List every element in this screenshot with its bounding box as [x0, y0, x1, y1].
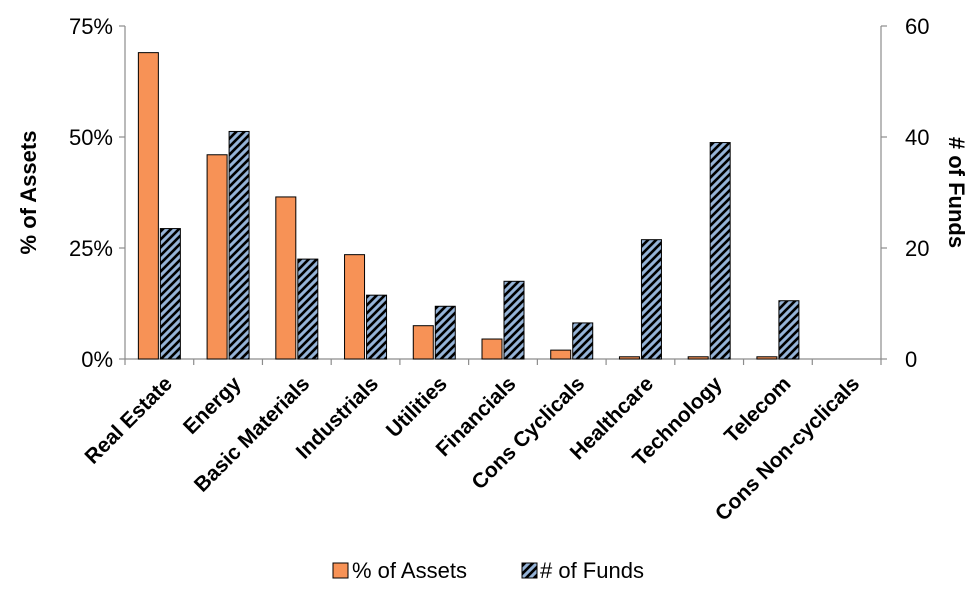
y-axis-title: % of Assets	[16, 131, 41, 255]
bar-funds	[709, 142, 731, 360]
legend-label-funds: # of Funds	[540, 558, 644, 583]
category-label: Real Estate	[81, 372, 177, 468]
right-tick-label: 20	[905, 236, 929, 261]
bar-assets	[275, 196, 297, 360]
bar-funds	[778, 300, 800, 360]
bar-funds	[640, 239, 662, 360]
bar-assets	[481, 338, 503, 360]
legend-label-assets: % of Assets	[352, 558, 467, 583]
category-label: Utilities	[382, 372, 452, 442]
bar-assets	[412, 325, 434, 360]
left-tick-label: 25%	[69, 236, 113, 261]
bar-assets	[206, 154, 228, 360]
axes: 0% 25% 50% 75% 0 20 40 60	[69, 14, 930, 372]
bar-assets	[756, 356, 778, 360]
category-label: Energy	[179, 372, 246, 439]
bar-funds	[503, 280, 525, 360]
legend-swatch-funds	[521, 562, 538, 579]
legend-swatch-assets	[332, 562, 349, 579]
labels: % of Assets # of Funds Real Estate EnergyBa…	[16, 131, 969, 526]
bar-funds	[572, 322, 594, 360]
bar-assets	[550, 349, 572, 360]
bar-assets	[618, 356, 640, 360]
category-label: Basic Materials	[190, 372, 314, 496]
bar-funds	[228, 130, 250, 360]
left-tick-label: 50%	[69, 125, 113, 150]
legend: % of Assets # of Funds	[332, 558, 644, 583]
bar-funds	[366, 294, 388, 360]
right-tick-label: 60	[905, 14, 929, 39]
left-tick-label: 75%	[69, 14, 113, 39]
bar-assets	[344, 254, 366, 360]
bar-assets	[687, 356, 709, 360]
right-tick-label: 40	[905, 125, 929, 150]
bars	[137, 52, 800, 360]
bar-funds	[434, 305, 456, 360]
right-tick-label: 0	[905, 347, 917, 372]
y2-axis-title: # of Funds	[944, 137, 969, 248]
bar-funds	[159, 228, 181, 360]
left-tick-label: 0%	[81, 347, 113, 372]
bar-funds	[297, 258, 319, 360]
bar-assets	[137, 52, 159, 360]
